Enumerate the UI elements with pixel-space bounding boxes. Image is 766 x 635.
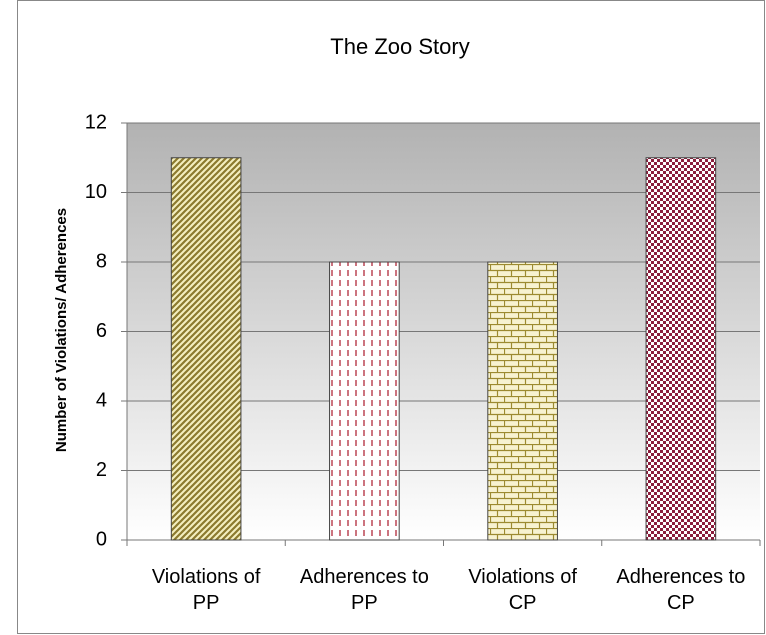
bar [170,157,242,541]
y-tick-label: 8 [96,250,107,272]
bar [645,157,717,541]
label-line: Adherences to [616,566,745,588]
y-tick-label: 2 [96,459,107,481]
label-line: Violations of [152,566,261,588]
bar [487,261,558,541]
x-tick-label: Violations of PP [152,566,261,614]
label-line: PP [193,592,220,614]
y-tick-label: 12 [85,111,107,133]
x-tick-label: Adherences to PP [300,566,429,614]
label-line: CP [667,592,695,614]
y-tick-label: 10 [85,181,107,203]
bar [329,261,400,541]
label-line: Adherences to [300,566,429,588]
y-tick-label: 4 [96,389,107,411]
label-line: Violations of [468,566,577,588]
y-axis-label: Number of Violations/ Adherences [53,208,70,452]
label-line: CP [509,592,537,614]
y-tick-label: 6 [96,320,107,342]
x-tick-label: Violations of CP [468,566,577,614]
x-tick-label: Adherences to CP [616,566,745,614]
y-tick-label: 0 [96,528,107,550]
label-line: PP [351,592,378,614]
chart-title: The Zoo Story [330,34,469,59]
